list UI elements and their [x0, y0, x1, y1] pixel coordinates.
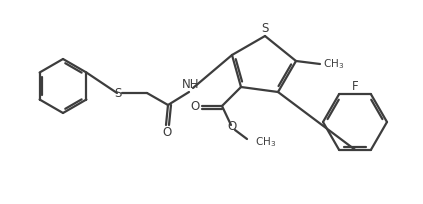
- Text: S: S: [114, 87, 122, 100]
- Text: S: S: [261, 22, 269, 35]
- Text: NH: NH: [182, 78, 200, 91]
- Text: O: O: [190, 100, 200, 113]
- Text: O: O: [162, 126, 172, 139]
- Text: O: O: [228, 120, 236, 133]
- Text: CH$_3$: CH$_3$: [255, 134, 276, 148]
- Text: F: F: [352, 79, 358, 92]
- Text: CH$_3$: CH$_3$: [323, 57, 344, 71]
